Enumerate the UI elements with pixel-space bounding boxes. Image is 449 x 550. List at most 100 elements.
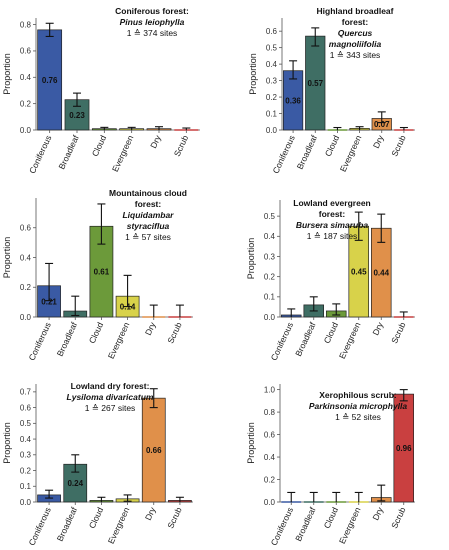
y-tick-label: 0.4 [264, 453, 276, 462]
y-tick-label: 0.5 [264, 212, 276, 221]
chart-panel: 0.0 0.2 0.4 0.6 0.8 1.0 Proportion ConiferousBr… [246, 384, 415, 547]
data-label: 0.61 [94, 268, 110, 277]
y-tick-label: 0.2 [264, 272, 276, 281]
x-tick-label: Cloud [322, 320, 341, 345]
data-label: 0.07 [374, 120, 390, 129]
x-tick-label: Coniferous [26, 321, 52, 362]
chart-title-line: 1 ≙ 343 sites [330, 50, 381, 60]
chart-title-line: Bursera simaruba [296, 220, 369, 230]
chart-title-line: Highland broadleaf [317, 6, 394, 16]
y-tick-label: 0.4 [20, 73, 32, 82]
y-tick-label: 0.5 [266, 43, 278, 52]
chart-title-line: Coniferous forest: [115, 6, 189, 16]
chart-title-line: 1 ≙ 374 sites [127, 28, 178, 38]
y-tick-label: 0.3 [20, 451, 32, 460]
y-tick-label: 0.2 [20, 283, 32, 292]
y-tick-label: 0.1 [266, 109, 278, 118]
chart-title-line: Quercus [338, 28, 373, 38]
chart-title-line: Xerophilous scrub: [319, 390, 397, 400]
x-tick-label: Scrub [165, 320, 184, 345]
x-tick-label: Coniferous [27, 134, 53, 175]
y-tick-label: 0.7 [20, 388, 32, 397]
chart-title-line: Lowland dry forest: [71, 381, 150, 391]
data-label: 0.14 [120, 303, 136, 312]
y-tick-label: 0.8 [264, 408, 276, 417]
x-tick-label: Evergreen [106, 505, 132, 545]
chart-title-line: Parkinsonia microphylla [309, 401, 408, 411]
y-tick-label: 0.4 [20, 435, 32, 444]
data-label: 0.45 [351, 268, 367, 277]
x-tick-label: Dry [370, 320, 385, 337]
chart-title-line: magnoliifolia [329, 39, 382, 49]
data-label: 0.44 [373, 269, 389, 278]
x-tick-label: Scrub [172, 133, 191, 158]
x-tick-label: Scrub [389, 320, 408, 345]
x-tick-label: Evergreen [110, 133, 136, 173]
x-tick-label: Dry [148, 133, 163, 150]
data-label: 0.23 [69, 111, 85, 120]
y-axis-label: Proportion [248, 53, 258, 95]
y-tick-label: 0.1 [20, 482, 32, 491]
y-tick-label: 0.2 [266, 93, 278, 102]
chart-title-line: Pinus leiophylla [120, 17, 185, 27]
x-tick-label: Coniferous [26, 506, 52, 547]
chart-title-line: forest: [342, 17, 369, 27]
data-label: 0.76 [42, 76, 58, 85]
y-tick-label: 0.6 [20, 403, 32, 412]
chart-title-line: forest: [135, 199, 162, 209]
y-axis-label: Proportion [2, 53, 12, 95]
y-tick-label: 0.8 [20, 20, 32, 29]
chart-title-line: Liquidambar [122, 210, 174, 220]
chart-title-line: forest: [319, 209, 346, 219]
y-tick-label: 0.5 [20, 419, 32, 428]
x-tick-label: Evergreen [106, 320, 132, 360]
x-tick-label: Coniferous [270, 134, 296, 175]
x-tick-label: Scrub [165, 505, 184, 530]
y-tick-label: 0.4 [266, 60, 278, 69]
data-label: 0.36 [285, 96, 301, 105]
y-tick-label: 0.4 [264, 232, 276, 241]
x-tick-label: Evergreen [338, 133, 364, 173]
data-label: 0.24 [67, 479, 83, 488]
chart-panel: 0.0 0.2 0.4 0.6 Proportion 0.21 Coniferous Broa… [2, 188, 193, 362]
x-tick-label: Broadleaf [293, 505, 318, 543]
y-axis-label: Proportion [246, 422, 256, 464]
y-axis-label: Proportion [2, 422, 12, 464]
x-tick-label: Cloud [87, 320, 106, 345]
chart-title-line: Lowland evergreen [293, 198, 370, 208]
y-tick-label: 0.0 [264, 498, 276, 507]
chart-title-line: Mountainous cloud [109, 188, 187, 198]
y-tick-label: 0.1 [264, 293, 276, 302]
y-tick-label: 0.0 [266, 126, 278, 135]
chart-title-line: 1 ≙ 52 sites [335, 412, 381, 422]
chart-panel: 0.0 0.2 0.4 0.6 0.8 Proportion 0.76 Coniferous 0… [2, 6, 200, 175]
chart-title-line: 1 ≙ 57 sites [125, 232, 171, 242]
y-tick-label: 0.6 [266, 27, 278, 36]
x-tick-label: Evergreen [337, 505, 363, 545]
y-tick-label: 0.3 [266, 76, 278, 85]
y-tick-label: 1.0 [264, 385, 276, 394]
data-label: 0.57 [307, 79, 323, 88]
chart-title-line: Lysiloma divaricatum [67, 392, 154, 402]
y-tick-label: 0.2 [264, 475, 276, 484]
x-tick-label: Broadleaf [55, 505, 80, 543]
chart-title-line: 1 ≙ 267 sites [85, 403, 136, 413]
y-tick-label: 0.6 [20, 224, 32, 233]
x-tick-label: Cloud [323, 133, 342, 158]
x-tick-label: Cloud [90, 133, 109, 158]
x-tick-label: Evergreen [337, 320, 363, 360]
x-tick-label: Dry [143, 505, 158, 522]
chart-title-line: 1 ≙ 187 sites [307, 231, 358, 241]
chart-panel: 0.0 0.1 0.2 0.3 0.4 0.5 0.6 0.7 Proportion Conife… [2, 381, 193, 547]
y-tick-label: 0.0 [20, 313, 32, 322]
chart-panel: 0.0 0.1 0.2 0.3 0.4 0.5 Proportion ConiferousBr… [246, 198, 415, 362]
x-tick-label: Broadleaf [293, 320, 318, 358]
x-tick-label: Broadleaf [56, 133, 81, 171]
chart-title-line: styraciflua [127, 221, 170, 231]
data-label: 0.66 [146, 446, 162, 455]
x-tick-label: Coniferous [269, 506, 295, 547]
data-label: 0.21 [41, 297, 57, 306]
x-tick-label: Broadleaf [55, 320, 80, 358]
x-tick-label: Dry [371, 133, 386, 150]
